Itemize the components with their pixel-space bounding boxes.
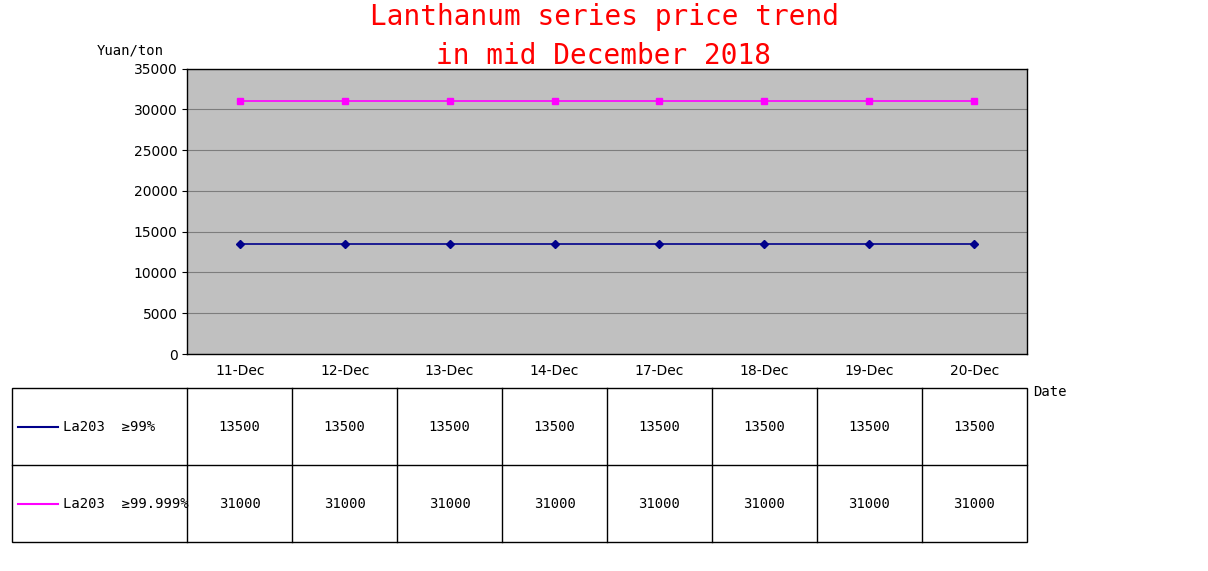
Text: 31000: 31000 <box>219 497 261 511</box>
Text: 13500: 13500 <box>324 420 366 434</box>
Text: 31000: 31000 <box>429 497 471 511</box>
Text: La203  ≥99.999%: La203 ≥99.999% <box>63 497 188 511</box>
Text: Lanthanum series price trend
in mid December 2018: Lanthanum series price trend in mid Dece… <box>370 3 838 70</box>
Text: La203  ≥99%: La203 ≥99% <box>63 420 155 434</box>
Text: 31000: 31000 <box>534 497 575 511</box>
Text: 31000: 31000 <box>848 497 890 511</box>
Text: 13500: 13500 <box>743 420 785 434</box>
Text: Yuan/ton: Yuan/ton <box>97 43 163 57</box>
Text: 13500: 13500 <box>534 420 575 434</box>
Text: Date: Date <box>1033 385 1067 400</box>
Text: 13500: 13500 <box>953 420 995 434</box>
Text: 13500: 13500 <box>429 420 471 434</box>
Text: 13500: 13500 <box>639 420 680 434</box>
Text: 31000: 31000 <box>639 497 680 511</box>
Text: 13500: 13500 <box>848 420 890 434</box>
Text: 13500: 13500 <box>219 420 261 434</box>
Text: 31000: 31000 <box>743 497 785 511</box>
Text: 31000: 31000 <box>953 497 995 511</box>
Text: 31000: 31000 <box>324 497 366 511</box>
